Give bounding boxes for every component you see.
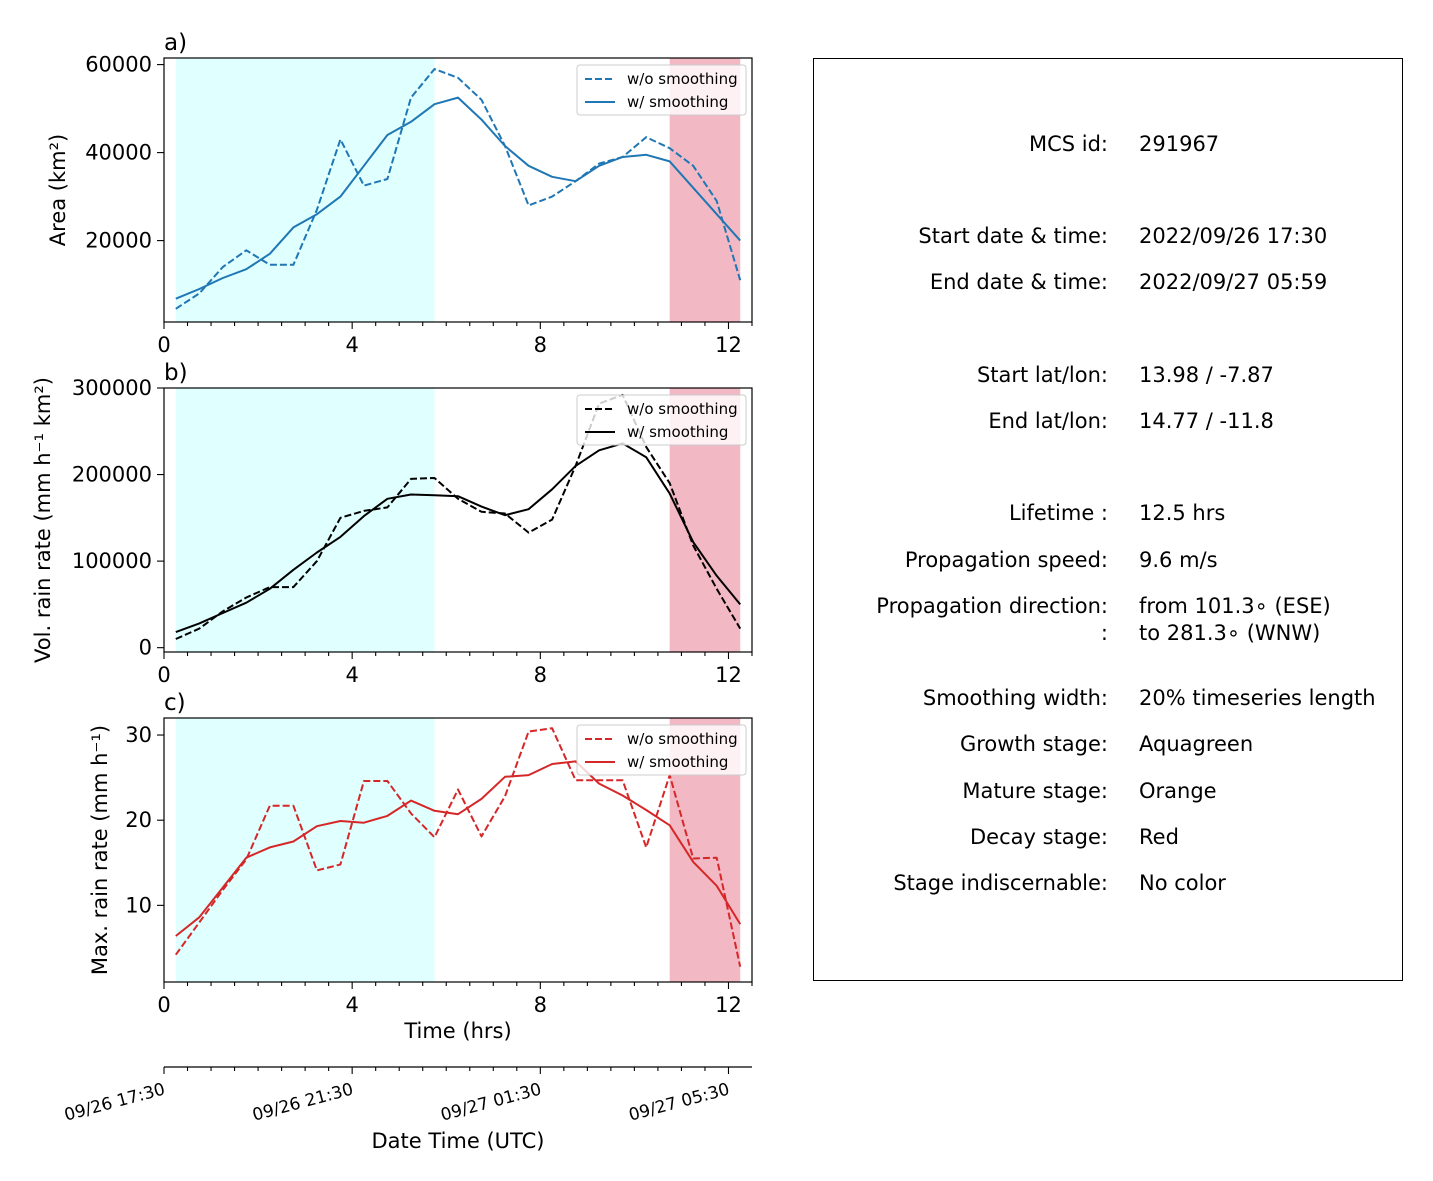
info-label: Start lat/lon:: [976, 363, 1108, 387]
legend: w/o smoothing w/ smoothing: [576, 394, 747, 446]
y-tick-label: 40000: [85, 141, 152, 165]
info-value: Red: [1139, 825, 1179, 849]
info-label: Mature stage:: [962, 779, 1108, 803]
legend-label: w/ smoothing: [627, 93, 728, 111]
series-line-raw: [174, 727, 742, 967]
info-label: Propagation direction:: [876, 594, 1108, 618]
x-tick-label: 4: [345, 333, 358, 357]
legend-label: w/o smoothing: [627, 70, 738, 88]
series-line-raw: [175, 68, 742, 310]
info-label: End lat/lon:: [988, 409, 1108, 433]
info-label: :: [1100, 621, 1108, 645]
x-axis-label: Time (hrs): [403, 1019, 511, 1043]
series-line-smoothed: [175, 96, 741, 300]
y-axis-label: Area (km²): [46, 134, 70, 246]
datetime-axis: 09/26 17:30 09/26 21:30 09/27 01:30 09/27 0…: [62, 1066, 752, 1153]
x-tick-label: 12: [715, 333, 742, 357]
axes-frame: [163, 57, 753, 323]
panel-label: c): [164, 690, 186, 716]
info-value: Aquagreen: [1139, 732, 1254, 756]
chart-panel-c: 0 4 8 12 10 20 30 c) Max. rain rate (mm h⁻¹) Time…: [88, 690, 753, 1043]
legend-label: w/ smoothing: [627, 753, 728, 771]
legend-box: [576, 724, 747, 776]
info-value: Orange: [1139, 779, 1217, 803]
axes-frame: [163, 387, 753, 653]
info-label: MCS id:: [1028, 132, 1108, 156]
legend-box: [576, 394, 747, 446]
info-value: 20% timeseries length: [1139, 686, 1376, 710]
y-tick-label: 0: [139, 636, 152, 660]
x-tick-label: 8: [534, 333, 547, 357]
growth-stage-shade: [175, 388, 435, 652]
series-line-raw: [175, 393, 742, 640]
y-axis-label: Vol. rain rate (mm h⁻¹ km²): [31, 377, 55, 663]
y-tick-label: 100000: [72, 549, 152, 573]
y-tick-label: 200000: [72, 463, 152, 487]
info-value: from 101.3∘ (ESE): [1139, 594, 1331, 618]
x-tick-label: 0: [157, 993, 170, 1017]
datetime-tick-label: 09/26 17:30: [62, 1080, 167, 1126]
info-value: 291967: [1139, 132, 1220, 156]
growth-stage-shade: [175, 718, 435, 982]
mcs-info-panel: MCS id: 291967 Start date & time: 2022/0…: [813, 58, 1403, 981]
panel-label: a): [164, 30, 187, 56]
series-line-smoothed: [175, 442, 741, 634]
x-tick-label: 8: [534, 993, 547, 1017]
info-value: 9.6 m/s: [1139, 548, 1218, 572]
axes-frame: [163, 717, 753, 983]
x-tick-label: 12: [715, 993, 742, 1017]
y-tick-label: 20000: [85, 229, 152, 253]
info-label: Growth stage:: [959, 732, 1108, 756]
legend-label: w/o smoothing: [627, 400, 738, 418]
legend-box: [576, 64, 747, 116]
legend-label: w/o smoothing: [627, 730, 738, 748]
x-tick-label: 4: [345, 993, 358, 1017]
info-value: 14.77 / -11.8: [1139, 409, 1274, 433]
y-tick-label: 10: [125, 893, 152, 917]
x-tick-label: 12: [715, 663, 742, 687]
datetime-axis-label: Date Time (UTC): [372, 1129, 545, 1153]
legend: w/o smoothing w/ smoothing: [576, 724, 747, 776]
panel-label: b): [164, 360, 188, 386]
info-value: 2022/09/27 05:59: [1139, 270, 1328, 294]
datetime-tick-label: 09/26 21:30: [250, 1080, 355, 1126]
info-label: Lifetime :: [1008, 501, 1108, 525]
y-tick-label: 300000: [72, 376, 152, 400]
info-label: End date & time:: [929, 270, 1108, 294]
x-tick-label: 4: [345, 663, 358, 687]
datetime-tick-label: 09/27 01:30: [439, 1080, 544, 1126]
info-value: No color: [1139, 871, 1226, 895]
info-value: to 281.3∘ (WNW): [1139, 621, 1321, 645]
legend-label: w/ smoothing: [627, 423, 728, 441]
x-tick-label: 8: [534, 663, 547, 687]
datetime-tick-label: 09/27 05:30: [627, 1080, 732, 1126]
series-line-smoothed: [175, 760, 742, 937]
info-label: Stage indiscernable:: [893, 871, 1108, 895]
info-value: 13.98 / -7.87: [1139, 363, 1274, 387]
chart-panel-a: 0 4 8 12 20000 40000 60000 a) Area (km²) w/o smoo…: [46, 30, 753, 357]
info-value: 12.5 hrs: [1139, 501, 1226, 525]
info-label: Start date & time:: [918, 224, 1108, 248]
x-tick-label: 0: [157, 663, 170, 687]
y-tick-label: 60000: [85, 53, 152, 77]
legend: w/o smoothing w/ smoothing: [576, 64, 747, 116]
y-tick-label: 30: [125, 723, 152, 747]
info-label: Propagation speed:: [904, 548, 1108, 572]
growth-stage-shade: [175, 58, 435, 322]
info-value: 2022/09/26 17:30: [1139, 224, 1328, 248]
info-label: Decay stage:: [970, 825, 1108, 849]
y-axis-label: Max. rain rate (mm h⁻¹): [88, 725, 112, 975]
y-tick-label: 20: [125, 808, 152, 832]
x-tick-label: 0: [157, 333, 170, 357]
info-label: Smoothing width:: [922, 686, 1108, 710]
chart-panel-b: 0 4 8 12 0 100000 200000 300000 b) Vol. rain rate…: [31, 360, 753, 687]
